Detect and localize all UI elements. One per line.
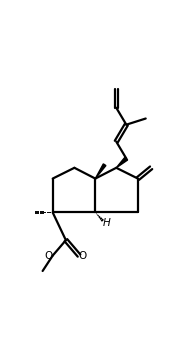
Text: O: O [45, 251, 53, 261]
Text: O: O [79, 251, 87, 261]
Polygon shape [116, 157, 128, 168]
Text: H: H [103, 218, 111, 228]
Polygon shape [95, 164, 106, 179]
